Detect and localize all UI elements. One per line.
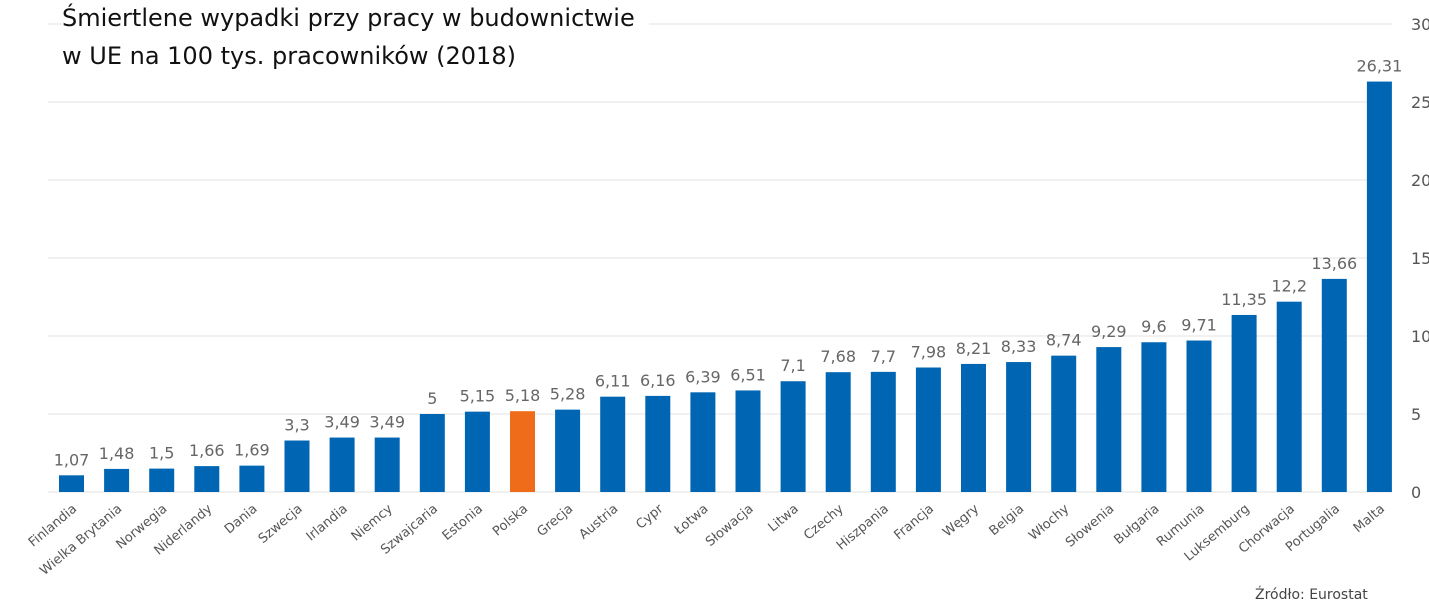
bar bbox=[825, 372, 851, 492]
data-label: 8,33 bbox=[1001, 337, 1037, 356]
data-label: 26,31 bbox=[1356, 57, 1402, 76]
data-label: 7,98 bbox=[911, 343, 947, 362]
x-tick-label: Belgia bbox=[987, 502, 1028, 539]
bar bbox=[374, 437, 400, 492]
bar bbox=[600, 396, 626, 492]
bar bbox=[284, 440, 310, 492]
bar bbox=[464, 411, 490, 492]
bar bbox=[59, 475, 84, 492]
x-tick-label: Malta bbox=[1351, 502, 1388, 537]
bar bbox=[735, 390, 761, 492]
data-label: 5 bbox=[427, 389, 437, 408]
data-label: 9,29 bbox=[1091, 322, 1127, 341]
bar bbox=[1276, 301, 1302, 492]
x-tick-label: Łotwa bbox=[671, 502, 711, 539]
data-label: 3,3 bbox=[284, 416, 309, 435]
bar bbox=[915, 367, 941, 492]
x-tick-label: Austria bbox=[576, 502, 621, 543]
data-label: 5,28 bbox=[550, 385, 586, 404]
data-label: 1,66 bbox=[189, 441, 225, 460]
data-label: 7,1 bbox=[780, 356, 805, 375]
bar bbox=[1096, 347, 1122, 492]
data-label: 9,6 bbox=[1141, 317, 1166, 336]
data-label: 12,2 bbox=[1271, 277, 1307, 296]
bar bbox=[149, 468, 175, 492]
bar bbox=[780, 381, 806, 492]
data-label: 1,69 bbox=[234, 441, 270, 460]
y-tick-label: 30 bbox=[1411, 15, 1429, 34]
bar bbox=[870, 371, 896, 492]
data-label: 5,18 bbox=[505, 386, 541, 405]
data-label: 5,15 bbox=[460, 387, 496, 406]
data-label: 6,11 bbox=[595, 372, 631, 391]
data-label: 8,74 bbox=[1046, 331, 1082, 350]
data-label: 6,51 bbox=[730, 365, 766, 384]
bar bbox=[194, 466, 220, 492]
bar bbox=[104, 468, 130, 492]
x-tick-label: Estonia bbox=[440, 502, 486, 544]
x-tick-label: Słowacja bbox=[703, 502, 756, 550]
bar bbox=[690, 392, 716, 492]
data-label: 7,7 bbox=[871, 347, 896, 366]
data-label: 11,35 bbox=[1221, 290, 1267, 309]
data-label: 1,48 bbox=[99, 444, 135, 463]
data-label: 3,49 bbox=[369, 413, 405, 432]
data-label: 1,5 bbox=[149, 444, 174, 463]
y-tick-label: 5 bbox=[1411, 405, 1421, 424]
x-tick-label: Wielka Brytania bbox=[37, 502, 125, 579]
source-note: Źródło: Eurostat bbox=[1255, 587, 1368, 603]
bar bbox=[1321, 278, 1347, 492]
x-tick-label: Słowenia bbox=[1063, 502, 1117, 551]
bar bbox=[555, 409, 581, 492]
x-tick-label: Francja bbox=[891, 502, 937, 544]
y-tick-label: 20 bbox=[1411, 171, 1429, 190]
chart-title-line-2: w UE na 100 tys. pracowników (2018) bbox=[62, 42, 530, 70]
y-tick-label: 25 bbox=[1411, 93, 1429, 112]
bar bbox=[1006, 362, 1032, 492]
x-tick-label: Cypr bbox=[633, 501, 666, 532]
data-label: 6,16 bbox=[640, 371, 676, 390]
y-tick-label: 15 bbox=[1411, 249, 1429, 268]
bar bbox=[329, 437, 355, 492]
bar bbox=[239, 465, 265, 492]
data-label: 3,49 bbox=[324, 413, 360, 432]
x-tick-label: Dania bbox=[222, 502, 261, 538]
x-tick-label: Irlandia bbox=[304, 502, 351, 545]
bar bbox=[1186, 340, 1212, 492]
bar bbox=[1141, 342, 1167, 492]
x-tick-label: Grecja bbox=[534, 502, 576, 540]
y-tick-label: 10 bbox=[1411, 327, 1429, 346]
x-tick-label: Węgry bbox=[940, 501, 982, 540]
bar bbox=[419, 414, 445, 492]
bar bbox=[961, 363, 986, 492]
x-tick-label: Litwa bbox=[766, 502, 802, 536]
bar bbox=[510, 411, 535, 492]
bar bbox=[645, 395, 671, 492]
bar bbox=[1366, 81, 1392, 493]
x-tick-label: Polska bbox=[490, 502, 531, 540]
bar bbox=[1051, 355, 1077, 492]
bar bbox=[1231, 314, 1257, 492]
data-label: 7,68 bbox=[820, 347, 856, 366]
x-tick-label: Szwecja bbox=[256, 502, 306, 547]
chart-title-line-1: Śmiertlene wypadki przy pracy w budownic… bbox=[62, 4, 649, 32]
data-label: 8,21 bbox=[956, 339, 992, 358]
data-label: 1,07 bbox=[54, 450, 90, 469]
data-label: 6,39 bbox=[685, 367, 721, 386]
data-label: 9,71 bbox=[1181, 316, 1217, 335]
data-label: 13,66 bbox=[1311, 254, 1357, 273]
y-tick-label: 0 bbox=[1411, 483, 1421, 502]
